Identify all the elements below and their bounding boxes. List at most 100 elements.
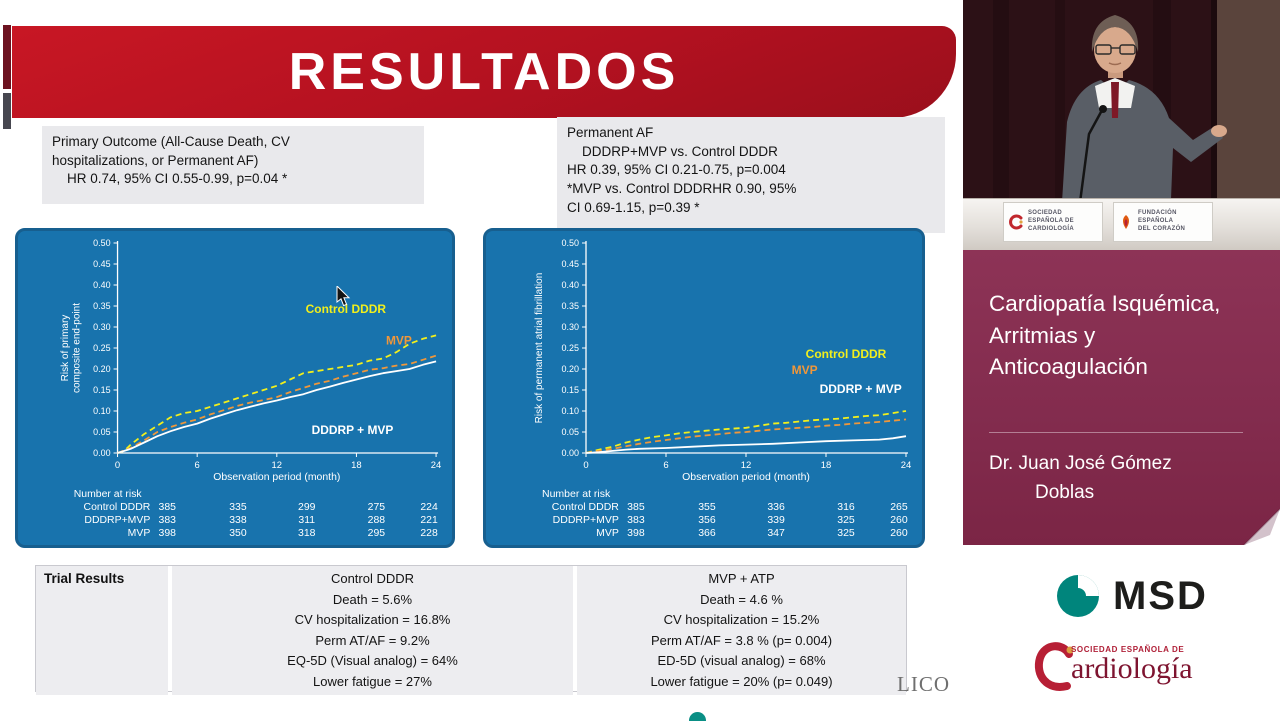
sec-logo: SOCIEDAD ESPAÑOLA DE ardiología: [1033, 641, 1193, 693]
number-at-risk-value: 295: [368, 528, 386, 539]
speaker-tie: [1111, 82, 1119, 118]
number-at-risk-header: Number at risk: [542, 488, 611, 500]
y-tick-label: 0.05: [93, 427, 110, 437]
x-tick-label: 24: [901, 460, 912, 471]
number-at-risk-row-label: MVP: [596, 527, 619, 539]
number-at-risk-value: 336: [767, 501, 785, 513]
number-at-risk-value: 350: [229, 528, 247, 539]
km-chart-primary-endpoint: 0.00 0.05 0.10 0.15 0.20 0.25 0.30 0.35 0.40 0.45…: [15, 228, 455, 548]
y-tick-label: 0.15: [561, 385, 579, 395]
results-column-control: Control DDDR Death = 5.6% CV hospitalizat…: [172, 566, 573, 696]
desk-logo-card-fec: FUNDACIÓN ESPAÑOLA DEL CORAZÓN: [1113, 202, 1213, 242]
y-tick-label: 0.30: [561, 322, 579, 332]
number-at-risk-value: 325: [837, 514, 855, 526]
desk-card-text-sec: SOCIEDAD ESPAÑOLA DE CARDIOLOGÍA: [1028, 210, 1074, 233]
sec-heart-c-icon: [1034, 642, 1074, 691]
y-tick-label: 0.40: [93, 280, 110, 290]
number-at-risk-value: 366: [698, 527, 716, 539]
km-chart-primary-endpoint-svg: 0.00 0.05 0.10 0.15 0.20 0.25 0.30 0.35 0.40 0.45…: [60, 238, 442, 539]
text-line: *MVP vs. Control DDDRHR 0.90, 95%: [567, 180, 797, 196]
talk-title: Cardiopatía Isquémica, Arritmias y Antic…: [989, 291, 1221, 379]
results-column-title-control: Control DDDR: [330, 571, 415, 586]
text-line: CV hospitalization = 15.2%: [663, 612, 820, 628]
x-tick-label: 12: [741, 460, 752, 471]
y-tick-label: 0.50: [561, 238, 579, 248]
text-line: Lower fatigue = 20% (p= 0.049): [650, 673, 833, 689]
sec-logo-small-text: SOCIEDAD ESPAÑOLA DE: [1071, 645, 1185, 654]
text-line: ESPAÑOLA DE: [1028, 218, 1074, 225]
number-at-risk-row-label: Control DDDR: [84, 502, 151, 513]
permanent-af-box: Permanent AF DDDRP+MVP vs. Control DDDR H…: [557, 117, 945, 233]
presentation-slide: RESULTADOS Primary Outcome (All-Cause De…: [3, 25, 956, 721]
text-line: FUNDACIÓN: [1138, 210, 1177, 217]
primary-outcome-box: Primary Outcome (All-Cause Death, CV hosp…: [42, 126, 424, 204]
slide-title: RESULTADOS: [288, 43, 680, 101]
text-line: Death = 4.6 %: [700, 591, 783, 607]
number-at-risk-value: 347: [767, 527, 785, 539]
number-at-risk-value: 335: [229, 502, 247, 513]
y-tick-label: 0.20: [93, 364, 110, 374]
number-at-risk-value: 265: [890, 501, 908, 513]
x-tick-label: 0: [115, 460, 120, 471]
text-line: HR 0.39, 95% CI 0.21-0.75, p=0.004: [567, 162, 786, 178]
text-line: Perm AT/AF = 3.8 % (p= 0.004): [650, 632, 833, 648]
x-tick-label: 24: [431, 460, 442, 471]
y-tick-label: 0.00: [561, 448, 579, 458]
y-tick-label: 0.10: [561, 406, 579, 416]
number-at-risk-value: 260: [890, 514, 908, 526]
slide-title-banner: RESULTADOS: [12, 26, 956, 118]
number-at-risk-row-label: MVP: [128, 528, 151, 539]
x-tick-label: 18: [351, 460, 362, 471]
sec-logo-name: ardiología: [1071, 652, 1193, 685]
km-chart-permanent-af: 0.00 0.05 0.10 0.15 0.20 0.25 0.30 0.35 0.40 0.45…: [483, 228, 925, 548]
x-tick-label: 12: [272, 460, 283, 471]
text-line: Death = 5.6%: [332, 591, 413, 607]
number-at-risk-value: 385: [627, 501, 645, 513]
number-at-risk-value: 260: [890, 527, 908, 539]
number-at-risk-value: 275: [368, 502, 386, 513]
y-tick-label: 0.10: [93, 406, 110, 416]
trial-results-table: Trial Results Control DDDR Death = 5.6% C…: [35, 565, 907, 696]
y-axis-label: Risk of permanent atrial fibrillation: [534, 273, 545, 424]
y-tick-label: 0.30: [93, 322, 110, 332]
desk-logo-card-sec: SOCIEDAD ESPAÑOLA DE CARDIOLOGÍA: [1003, 202, 1103, 242]
text-line: hospitalizations, or Permanent AF): [52, 152, 259, 168]
microphone-icon: [1077, 111, 1103, 211]
y-axis-label: Risk of primary: [60, 315, 71, 382]
results-column-rows-mvp: Death = 4.6 % CV hospitalization = 15.2% P…: [581, 590, 902, 693]
msd-logo: MSD: [1055, 573, 1208, 619]
y-tick-label: 0.20: [561, 364, 579, 374]
speaker-video-feed: SOCIEDAD ESPAÑOLA DE CARDIOLOGÍA FUNDACIÓN…: [963, 0, 1280, 250]
results-column-rows-control: Death = 5.6% CV hospitalization = 16.8% Pe…: [176, 590, 569, 693]
y-tick-label: 0.35: [93, 301, 110, 311]
watermark-text: LICO: [897, 672, 950, 696]
msd-logo-icon: [1057, 575, 1099, 617]
desk-card-text-fec: FUNDACIÓN ESPAÑOLA DEL CORAZÓN: [1138, 210, 1185, 233]
speaker-hand: [1211, 125, 1227, 137]
series-label: Control DDDR: [806, 347, 887, 361]
number-at-risk-value: 288: [368, 515, 386, 526]
results-column-mvp: MVP + ATP Death = 4.6 % CV hospitalizatio…: [577, 566, 906, 696]
trial-results-header: Trial Results: [36, 566, 168, 696]
x-tick-label: 6: [195, 460, 200, 471]
series-line-dddrp-+-mvp: [117, 360, 437, 454]
fec-heart-icon: [1123, 215, 1129, 229]
y-tick-label: 0.45: [93, 259, 110, 269]
y-tick-label: 0.50: [93, 238, 110, 248]
talk-title-panel: Cardiopatía Isquémica, Arritmias y Antic…: [963, 250, 1280, 545]
sec-heart-icon: [1009, 214, 1023, 230]
number-at-risk-value: 325: [837, 527, 855, 539]
speaker-face: [1094, 27, 1136, 73]
text-line: Primary Outcome (All-Cause Death, CV: [52, 134, 290, 149]
results-column-title-mvp: MVP + ATP: [708, 571, 775, 586]
number-at-risk-row-label: Control DDDR: [552, 501, 620, 513]
series-label: DDDRP + MVP: [820, 382, 902, 396]
number-at-risk-row-label: DDDRP+MVP: [553, 514, 619, 526]
sec-logo-texts: SOCIEDAD ESPAÑOLA DE ardiología: [1071, 641, 1193, 686]
number-at-risk-value: 228: [420, 528, 438, 539]
series-label: DDDRP + MVP: [312, 423, 394, 437]
slide-edge-bar-gray: [3, 93, 11, 129]
mouse-cursor: [336, 286, 351, 307]
number-at-risk-value: 224: [420, 502, 438, 513]
text-line: CARDIOLOGÍA: [1028, 225, 1074, 232]
